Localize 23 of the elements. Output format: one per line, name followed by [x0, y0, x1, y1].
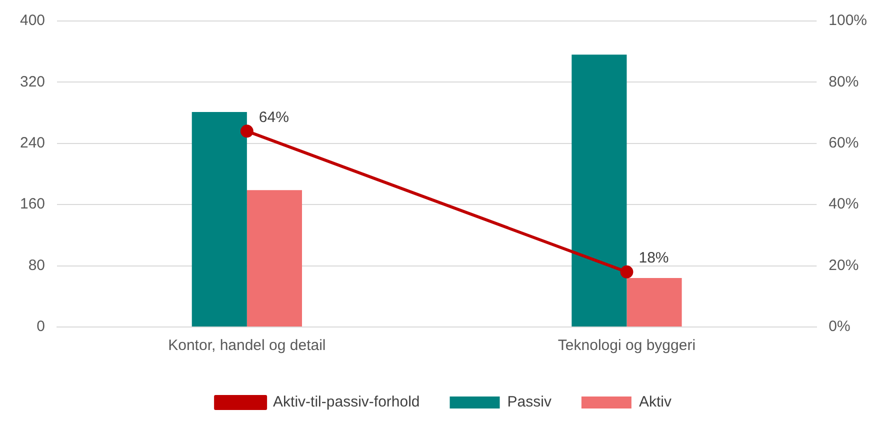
x-tick-label: Teknologi og byggeri [558, 337, 696, 354]
y-tick-label: 400 [20, 12, 46, 30]
y2-tick-label: 80% [828, 73, 859, 90]
data-label: 64% [258, 108, 289, 126]
bar [626, 278, 682, 326]
legend-label: Passiv [507, 394, 552, 411]
y2-tick-label: 60% [828, 134, 859, 152]
x-tick-label: Kontor, handel og detail [168, 337, 326, 354]
y-tick-label: 320 [20, 73, 46, 90]
y2-tick-label: 20% [828, 256, 859, 274]
bar [246, 190, 302, 326]
y2-tick-label: 0% [828, 318, 850, 336]
y-tick-label: 80 [28, 256, 46, 274]
legend-label: Aktiv-til-passiv-forhold [273, 394, 420, 411]
y-tick-label: 0 [36, 318, 46, 336]
y-tick-label: 160 [20, 196, 46, 213]
y2-tick-label: 100% [828, 12, 868, 30]
y2-tick-label: 40% [828, 196, 859, 213]
y-tick-label: 240 [20, 134, 46, 152]
data-label: 18% [638, 250, 669, 267]
legend-label: Aktiv [638, 394, 672, 411]
bar [192, 112, 247, 326]
bar [572, 54, 627, 326]
